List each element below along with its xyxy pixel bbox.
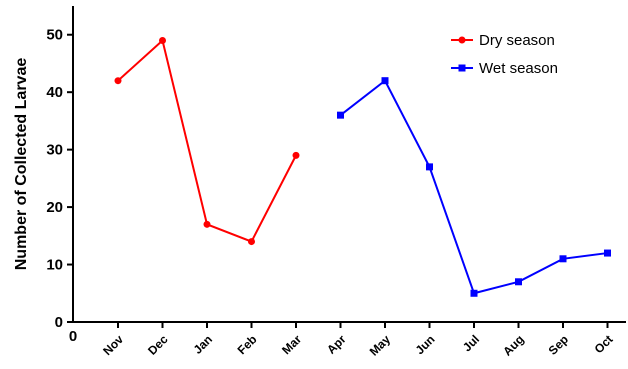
x-tick-label: Apr xyxy=(324,332,349,357)
series-line xyxy=(339,79,608,295)
legend-label: Dry season xyxy=(479,32,555,49)
y-axis-title: Number of Collected Larvae xyxy=(13,58,30,271)
y-tick-label: 20 xyxy=(46,199,63,216)
x-tick-label: Aug xyxy=(500,332,526,358)
data-point-circle xyxy=(248,238,255,246)
data-point-square xyxy=(381,77,389,85)
x-tick-label: Jun xyxy=(413,332,438,357)
y-tick-label: 40 xyxy=(46,84,63,101)
data-point-circle xyxy=(292,151,300,159)
legend-label: Wet season xyxy=(479,60,558,77)
data-point-square xyxy=(337,111,344,119)
series-layer xyxy=(114,36,611,297)
data-point-square xyxy=(426,163,433,171)
x-tick-label: Nov xyxy=(100,332,126,358)
axes: 0 10 20 30 40 50 0 Nov Dec Jan Feb Mar Apr May Jun Jul A… xyxy=(46,6,626,359)
x-tick-label: Dec xyxy=(145,332,171,358)
y-tick-label: 50 xyxy=(46,27,63,44)
legend-swatch-marker xyxy=(458,64,466,72)
data-point-circle xyxy=(114,77,122,85)
data-point-circle xyxy=(203,220,211,228)
x-tick-label: Jul xyxy=(460,332,482,354)
legend: Dry season Wet season xyxy=(451,32,558,77)
y-tick-label: 10 xyxy=(46,257,63,274)
x-tick-label: Feb xyxy=(235,332,260,357)
y-tick-label: 30 xyxy=(46,142,63,159)
x-tick-label: May xyxy=(367,332,394,359)
series-line xyxy=(117,38,297,243)
y-tick-label: 0 xyxy=(55,314,63,331)
data-point-square xyxy=(470,289,478,297)
data-point-circle xyxy=(159,36,166,44)
legend-swatch-marker xyxy=(458,36,466,44)
x-origin-label: 0 xyxy=(69,328,77,345)
data-point-square xyxy=(515,278,522,286)
data-point-square xyxy=(604,249,611,257)
x-tick-label: Sep xyxy=(546,332,571,357)
x-tick-label: Jan xyxy=(191,332,216,357)
x-tick-label: Mar xyxy=(279,332,304,357)
data-point-square xyxy=(559,255,567,263)
x-tick-label: Oct xyxy=(592,332,616,356)
